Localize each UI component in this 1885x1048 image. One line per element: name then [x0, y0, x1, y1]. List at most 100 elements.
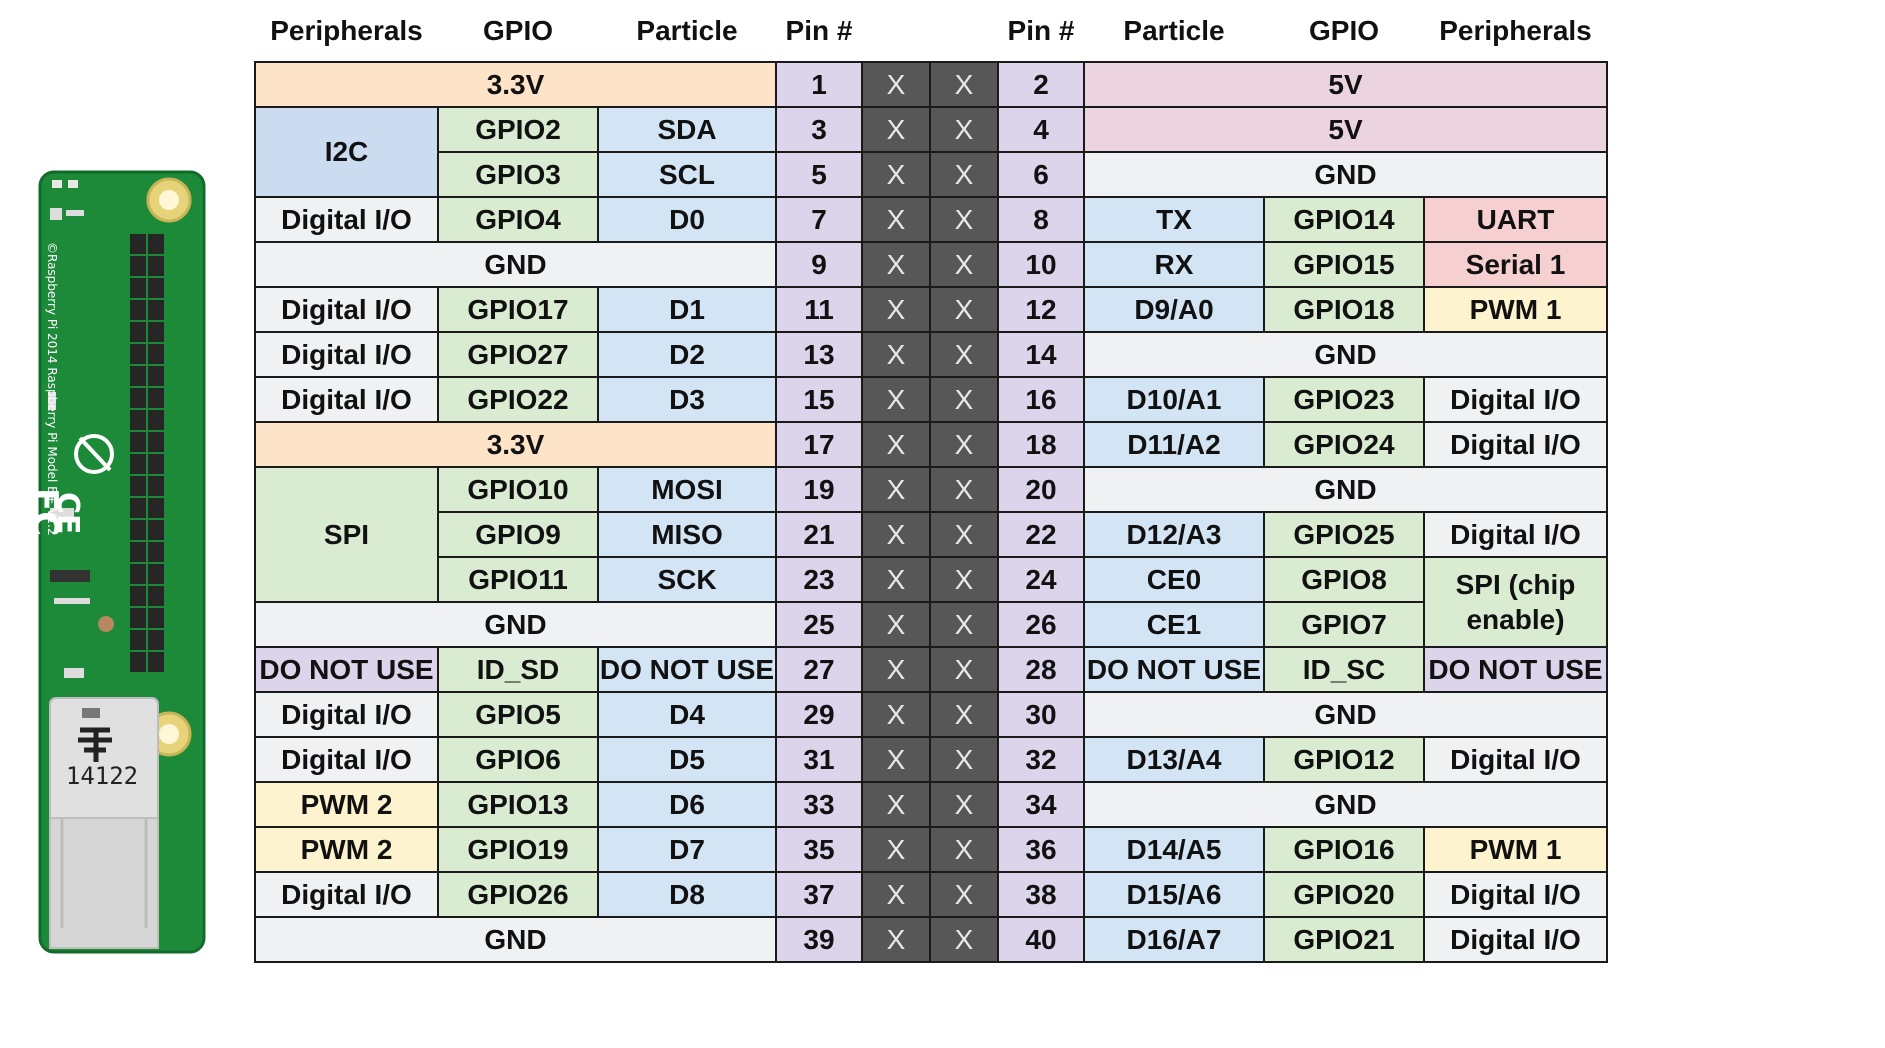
header-pin [130, 410, 146, 430]
digital-cell: Digital I/O [254, 286, 439, 333]
gpio-cell: GPIO15 [1263, 241, 1425, 288]
power33-cell: 3.3V [254, 421, 777, 468]
board-silkscreen-text: ©Raspberry Pi 2014 Raspberry Pi Model B+… [45, 242, 59, 536]
table-row: Digital I/O GPIO26 D8 37 X X 38 D15/A6 GPIO20 Dig… [254, 871, 1608, 918]
particle-cell: D5 [597, 736, 777, 783]
connector-label: 14122 [66, 762, 138, 790]
table-header-row: Peripherals GPIO Particle Pin # Pin # Pa… [255, 0, 1607, 62]
table-body: 3.3V 1 X X 2 5V I2C GPIO2 SDA 3 X X 4 5V GPIO3 SCL 5 X X 6 G… [254, 61, 1608, 963]
table-row: GND 39 X X 40 D16/A7 GPIO21 Digital I/O [254, 916, 1608, 963]
header-pin [130, 344, 146, 364]
no-connect-cell: X [861, 511, 931, 558]
pin-number-cell: 38 [997, 871, 1085, 918]
pin-number-cell: 14 [997, 331, 1085, 378]
header-blank-right [930, 0, 998, 62]
no-connect-cell: X [929, 376, 999, 423]
digital-cell: Digital I/O [1423, 511, 1608, 558]
gpio-cell: GPIO7 [1263, 601, 1425, 648]
pin-number-cell: 32 [997, 736, 1085, 783]
no-connect-cell: X [861, 556, 931, 603]
gpio-cell: GPIO9 [437, 511, 599, 558]
gnd-cell: GND [1083, 466, 1608, 513]
gpio-cell: GPIO8 [1263, 556, 1425, 603]
particle-cell: D2 [597, 331, 777, 378]
gpio-cell: GPIO22 [437, 376, 599, 423]
header-pin [148, 454, 164, 474]
particle-cell: D1 [597, 286, 777, 333]
gnd-cell: GND [1083, 151, 1608, 198]
table-row: Digital I/O GPIO5 D4 29 X X 30 GND [254, 691, 1608, 738]
table-row: DO NOT USE ID_SD DO NOT USE 27 X X 28 DO NOT US… [254, 646, 1608, 693]
gpio-cell: GPIO12 [1263, 736, 1425, 783]
gpio-cell: GPIO14 [1263, 196, 1425, 243]
table-row: GND 9 X X 10 RX GPIO15 Serial 1 [254, 241, 1608, 288]
pin-number-cell: 24 [997, 556, 1085, 603]
digital-cell: Digital I/O [254, 196, 439, 243]
table-row: Digital I/O GPIO27 D2 13 X X 14 GND [254, 331, 1608, 378]
digital-cell: Digital I/O [254, 691, 439, 738]
header-pin [148, 542, 164, 562]
no-connect-cell: X [861, 781, 931, 828]
header-pin [148, 564, 164, 584]
header-pin [148, 476, 164, 496]
no-connect-cell: X [861, 601, 931, 648]
table-row: I2C GPIO2 SDA 3 X X 4 5V [254, 106, 1608, 198]
particle-cell: D12/A3 [1083, 511, 1265, 558]
particle-cell: MOSI [597, 466, 777, 513]
table-row: Digital I/O GPIO17 D1 11 X X 12 D9/A0 GPIO18 PWM … [254, 286, 1608, 333]
header-pin [130, 520, 146, 540]
power5-cell: 5V [1083, 106, 1608, 153]
power33-cell: 3.3V [254, 61, 777, 108]
header-pin [130, 498, 146, 518]
dnu-cell: DO NOT USE [1423, 646, 1608, 693]
particle-cell: TX [1083, 196, 1265, 243]
no-connect-cell: X [929, 106, 999, 153]
header-pin [130, 586, 146, 606]
table-row: SPI GPIO10 MOSI 19 X X 20 GND [254, 466, 1608, 603]
no-connect-cell: X [929, 241, 999, 288]
header-particle-right: Particle [1123, 14, 1225, 46]
pin-number-cell: 39 [775, 916, 863, 963]
header-pin [148, 322, 164, 342]
pin-number-cell: 10 [997, 241, 1085, 288]
header-pin [148, 652, 164, 672]
pwm-cell: PWM 2 [254, 781, 439, 828]
header-pin-left: Pin # [785, 14, 853, 46]
no-connect-cell: X [929, 826, 999, 873]
digital-cell: Digital I/O [254, 331, 439, 378]
gpio-cell: GPIO3 [437, 151, 599, 198]
header-pin [130, 322, 146, 342]
header-pin-right: Pin # [1007, 14, 1075, 46]
no-connect-cell: X [861, 421, 931, 468]
pin-number-cell: 33 [775, 781, 863, 828]
gpio-cell: GPIO5 [437, 691, 599, 738]
pwm-cell: PWM 1 [1423, 286, 1608, 333]
no-connect-cell: X [861, 916, 931, 963]
gnd-cell: GND [254, 241, 777, 288]
no-connect-cell: X [929, 736, 999, 783]
pin-number-cell: 1 [775, 61, 863, 108]
gpio-cell: GPIO10 [437, 466, 599, 513]
header-pin [130, 366, 146, 386]
particle-cell: CE0 [1083, 556, 1265, 603]
pin-number-cell: 25 [775, 601, 863, 648]
particle-cell: D16/A7 [1083, 916, 1265, 963]
digital-cell: Digital I/O [1423, 736, 1608, 783]
gpio-cell: GPIO25 [1263, 511, 1425, 558]
header-pin [130, 542, 146, 562]
pin-number-cell: 19 [775, 466, 863, 513]
table-row: Digital I/O GPIO6 D5 31 X X 32 D13/A4 GPIO12 Digi… [254, 736, 1608, 783]
particle-cell: DO NOT USE [1083, 646, 1265, 693]
pin-number-cell: 16 [997, 376, 1085, 423]
no-connect-cell: X [929, 601, 999, 648]
pin-number-cell: 5 [775, 151, 863, 198]
particle-cell: SDA [597, 106, 777, 153]
gnd-cell: GND [254, 916, 777, 963]
no-connect-cell: X [861, 376, 931, 423]
header-pin [130, 652, 146, 672]
gnd-cell: GND [1083, 781, 1608, 828]
no-connect-cell: X [861, 151, 931, 198]
no-connect-cell: X [929, 466, 999, 513]
table-row: 3.3V 17 X X 18 D11/A2 GPIO24 Digital I/O [254, 421, 1608, 468]
header-pin [148, 278, 164, 298]
